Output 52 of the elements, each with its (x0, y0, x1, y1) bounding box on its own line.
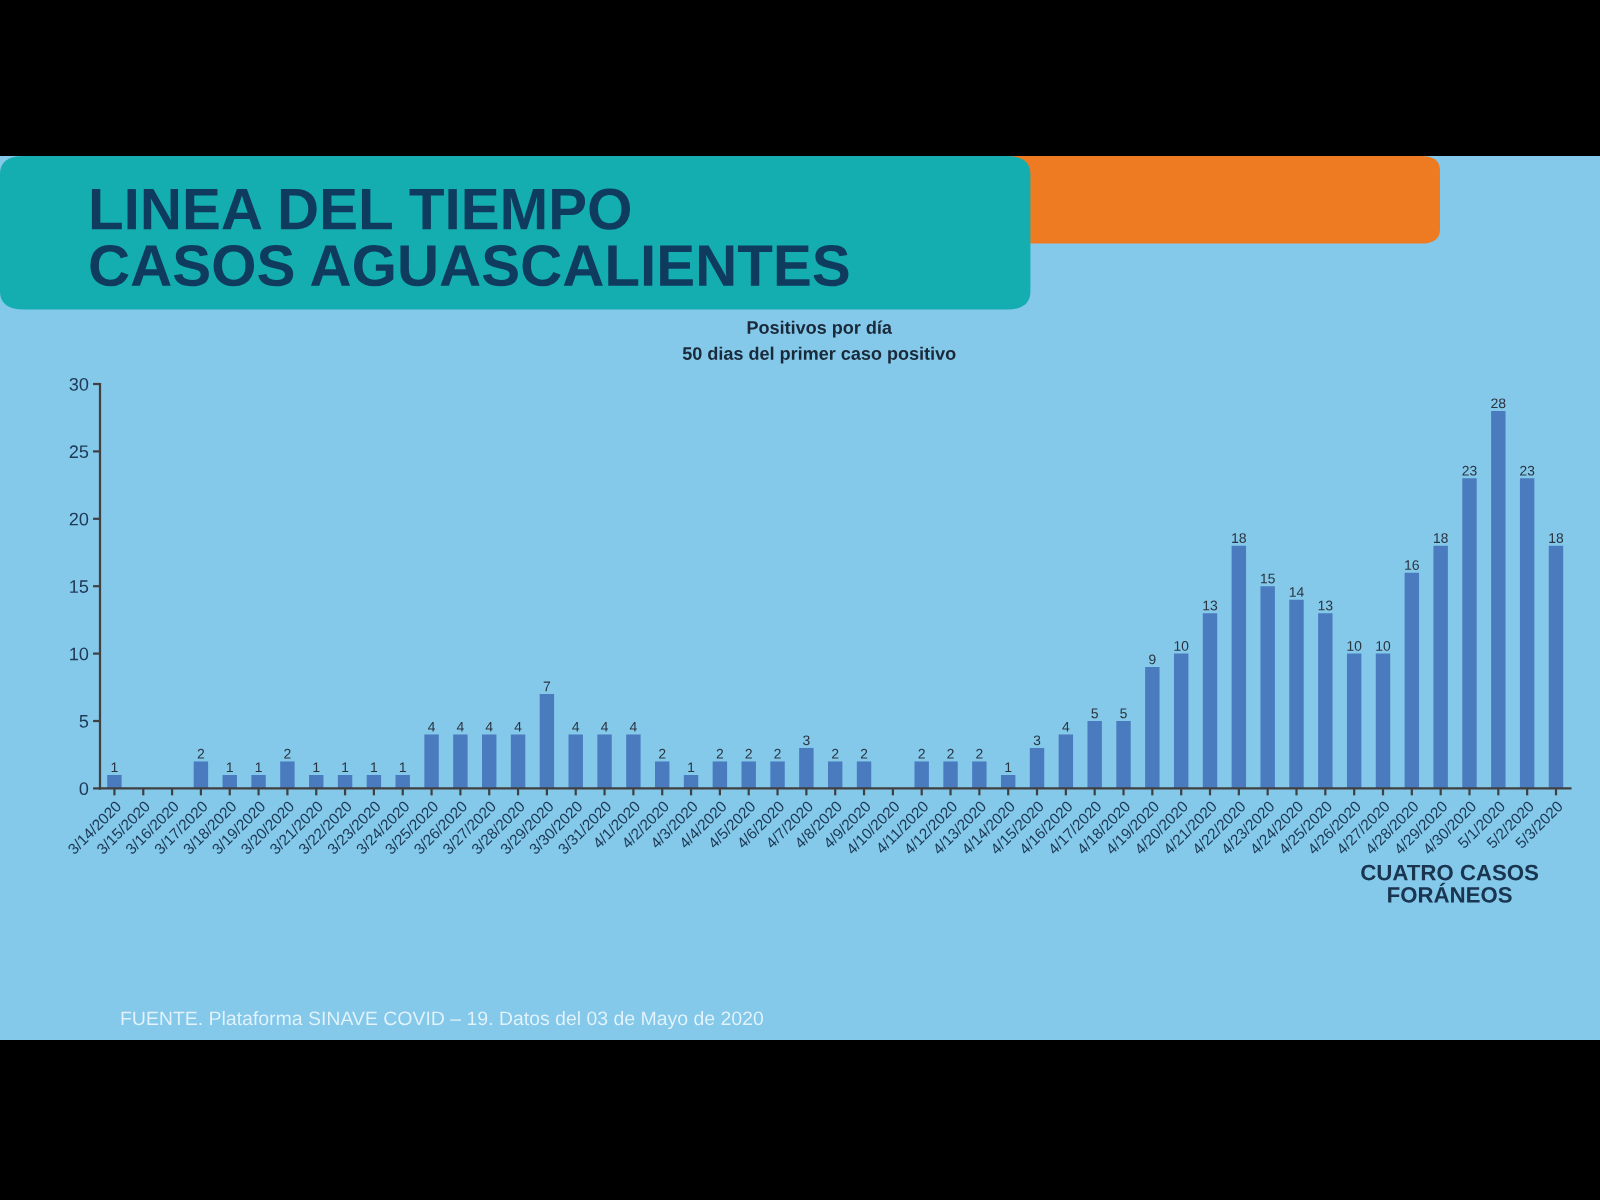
bar (597, 734, 612, 789)
bar (827, 761, 843, 789)
bar (856, 761, 872, 789)
bar (453, 734, 468, 789)
chart-subtitle: Positivos por día 50 dias del primer caso positivo (682, 320, 956, 364)
y-tick-label: 20 (69, 512, 89, 526)
bar (1433, 545, 1448, 789)
bar (1260, 586, 1275, 789)
bar (568, 734, 583, 789)
bar (280, 761, 295, 789)
y-tick-label: 10 (70, 647, 89, 661)
bar (1519, 478, 1535, 789)
bar (1116, 721, 1131, 789)
bar (799, 747, 814, 789)
bar (1404, 572, 1420, 789)
bar (107, 774, 122, 789)
y-tick-label: 25 (69, 445, 89, 459)
bar (655, 761, 670, 789)
chart-title: LINEA DEL TIEMPO CASOS AGUASCALIENTES (90, 188, 849, 287)
y-tick-label: 5 (79, 715, 89, 728)
bar (972, 761, 987, 789)
bar (1548, 545, 1564, 789)
bar (1058, 734, 1074, 789)
bar (1491, 410, 1506, 789)
bar (251, 774, 266, 789)
bar (1462, 478, 1477, 789)
bar (1087, 721, 1102, 789)
bar (482, 734, 497, 789)
y-tick-label: 0 (79, 782, 89, 796)
bar (1346, 653, 1362, 789)
bar (1375, 653, 1391, 789)
bar (510, 734, 526, 789)
bar (1289, 599, 1304, 789)
text: CUATRO CASOS FORÁNEOS (1361, 864, 1539, 903)
bar (424, 734, 439, 789)
bar (1029, 747, 1045, 789)
bar (741, 761, 756, 789)
bar (914, 761, 929, 789)
bar (539, 694, 555, 789)
y-tick-label: 30 (69, 377, 89, 391)
bar (712, 761, 728, 789)
bar (1145, 667, 1160, 789)
bar (626, 734, 641, 789)
bar (193, 761, 209, 789)
bar (770, 761, 785, 789)
bar (1202, 613, 1218, 789)
bar (1173, 653, 1189, 789)
bar (943, 761, 958, 789)
bar (1318, 613, 1333, 789)
y-tick-label: 15 (70, 580, 89, 593)
source-note: FUENTE. Plataforma SINAVE COVID – 19. Datos del 03 de Mayo de 2020 (121, 1010, 764, 1030)
bar (1231, 545, 1247, 789)
